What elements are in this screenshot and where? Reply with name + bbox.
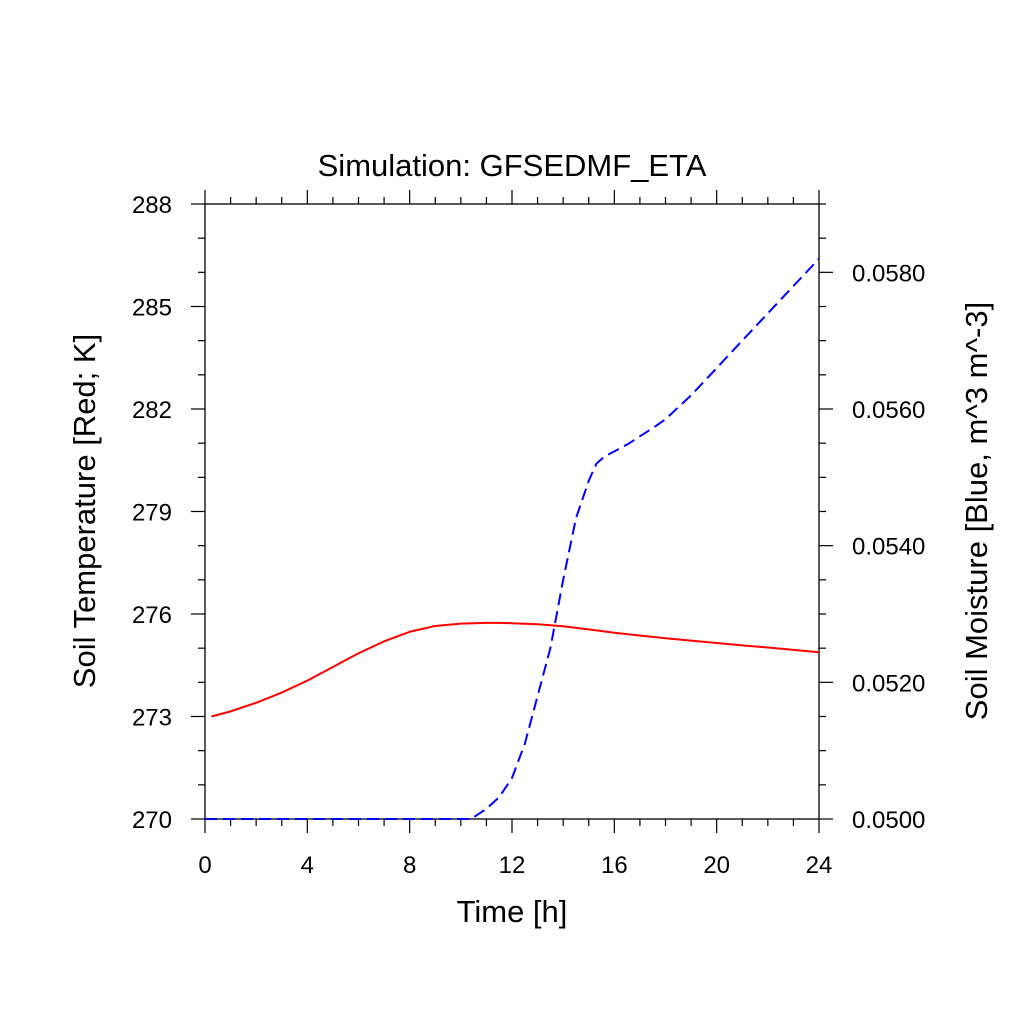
soil-moisture-line — [205, 257, 820, 820]
y-axis-right: 0.0500 0.0520 0.0540 0.0560 0.0580 — [819, 203, 925, 834]
y-axis-left: 270 273 276 279 282 285 288 — [132, 192, 205, 834]
x-axis-label: Time [h] — [457, 894, 568, 929]
y-tick-label: 282 — [132, 397, 172, 424]
plot-frame — [204, 203, 820, 820]
y-tick-label: 270 — [132, 807, 172, 834]
x-tick-label: 20 — [703, 852, 730, 879]
y-tick-label: 288 — [132, 192, 172, 219]
y-tick-label: 273 — [132, 705, 172, 732]
y2-tick-label: 0.0580 — [852, 260, 925, 287]
y2-tick-label: 0.0500 — [852, 807, 925, 834]
y-tick-label: 276 — [132, 602, 172, 629]
x-tick-label: 12 — [499, 852, 526, 879]
x-tick-label: 4 — [301, 852, 314, 879]
y2-tick-label: 0.0540 — [852, 534, 925, 561]
soil-temperature-line — [211, 621, 820, 718]
plot-border — [204, 203, 820, 820]
y2-tick-label: 0.0560 — [852, 397, 925, 424]
chart-title: Simulation: GFSEDMF_ETA — [318, 148, 707, 183]
y-tick-label: 285 — [132, 295, 172, 322]
x-tick-label: 0 — [198, 852, 211, 879]
x-axis: 0 4 8 12 16 20 24 — [198, 190, 832, 879]
y2-axis-label: Soil Moisture [Blue, m^3 m^-3] — [959, 302, 994, 720]
x-tick-label: 24 — [806, 852, 833, 879]
series-layer — [205, 257, 820, 820]
y2-tick-label: 0.0520 — [852, 670, 925, 697]
y-tick-label: 279 — [132, 500, 172, 527]
y-axis-label: Soil Temperature [Red; K] — [67, 334, 102, 688]
x-tick-label: 8 — [403, 852, 416, 879]
x-tick-label: 16 — [601, 852, 628, 879]
